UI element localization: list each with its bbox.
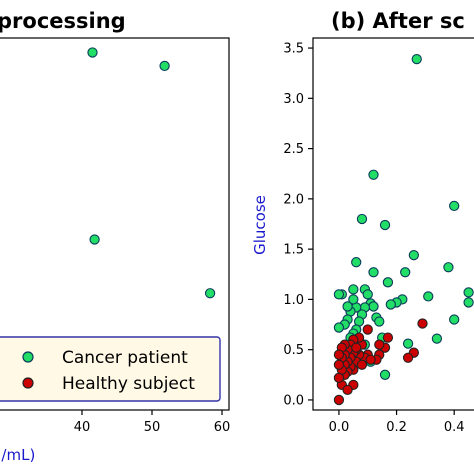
panel-b-data-point: [443, 262, 454, 273]
panel-a-x-axis-label: J/mL): [0, 446, 35, 464]
panel-b-data-point: [431, 333, 443, 344]
panel-b-y-tick-label: 1.0: [283, 293, 304, 308]
panel-b-y-tick-label: 2.0: [283, 192, 304, 207]
panel-a-x-tick-label: 50: [144, 420, 161, 435]
panel-b-y-tick-label: 2.5: [283, 142, 304, 157]
panel-b-y-tick-label: 3.5: [283, 42, 304, 57]
panel-b-data-point: [411, 53, 422, 65]
panel-b-y-tick-label: 3.0: [283, 92, 304, 107]
panel-b-data-point: [385, 299, 396, 310]
panel-a-data-point: [204, 288, 216, 299]
legend-marker-healthy: [22, 377, 34, 389]
panel-a: processing 40 50 60 J/mL) Cancer patient H…: [0, 9, 230, 464]
panel-a-axes-frame: [0, 37, 230, 411]
panel-b-y-tick-label: 0.5: [283, 343, 304, 358]
panel-b-data-point: [402, 352, 414, 363]
panel-a-x-tick-label: 60: [214, 420, 231, 435]
panel-b-data-point: [382, 332, 394, 343]
panel-b-data-point: [449, 200, 460, 212]
panel-b-data-point: [368, 267, 379, 278]
panel-a-data-point: [159, 60, 170, 72]
panel-b-data-point: [400, 267, 411, 278]
panel-b-data-point: [379, 219, 391, 231]
panel-b-data-point: [374, 339, 385, 350]
panel-b-data-point: [463, 287, 474, 298]
legend: Cancer patient Healthy subject: [0, 336, 221, 402]
panel-b-axes-frame: [312, 37, 474, 411]
legend-marker-cancer: [22, 351, 34, 363]
panel-b-data-point: [402, 338, 414, 349]
panel-b-y-ticks: 0.0 0.5 1.0 1.5 2.0 2.5 3.0 3.5: [283, 42, 313, 408]
panel-b-y-tick-label: 0.0: [283, 393, 304, 408]
panel-b-data-point: [356, 213, 368, 225]
panel-b-data-point: [362, 289, 373, 300]
panel-b-data-point: [333, 394, 345, 406]
panel-b-data-point: [356, 359, 368, 370]
panel-b-data-point: [379, 369, 391, 380]
panel-b-data-point: [449, 314, 460, 325]
panel-b-data-point: [408, 250, 419, 261]
panel-a-title: processing: [0, 9, 126, 33]
panel-b-data-point: [348, 284, 359, 295]
panel-b-y-tick-label: 1.5: [283, 243, 304, 258]
panel-b-data-point: [368, 301, 379, 312]
legend-box: [0, 336, 221, 402]
panel-b-data-point: [365, 354, 376, 365]
panel-b: (b) After sc Glucose 0.0 0.5 1.0 1.5 2.0 2.5 3…: [251, 9, 474, 435]
panel-b-data-point: [351, 342, 362, 353]
panel-b-title: (b) After sc: [331, 9, 465, 33]
panel-b-data-point: [333, 322, 345, 333]
panel-b-x-tick-label: 0.4: [444, 420, 465, 435]
panel-b-data-point: [417, 318, 428, 329]
panel-b-data-point: [342, 301, 353, 312]
panel-a-data-point: [87, 47, 98, 58]
panel-b-data-point: [362, 324, 373, 335]
panel-b-data-point: [333, 289, 345, 300]
panel-a-x-tick-label: 40: [74, 420, 91, 435]
panel-b-data-point: [368, 169, 379, 180]
panel-b-data-point: [351, 257, 362, 268]
legend-label-cancer: Cancer patient: [62, 348, 188, 368]
panel-b-x-tick-label: 0.2: [386, 420, 407, 435]
legend-label-healthy: Healthy subject: [62, 374, 195, 394]
panel-a-x-ticks: 40 50 60: [74, 410, 231, 435]
panel-b-data-point: [333, 349, 345, 360]
panel-b-data-point: [463, 297, 474, 308]
panel-a-points: [54, 47, 216, 348]
panel-b-data-point: [374, 316, 385, 327]
panel-a-data-point: [89, 234, 100, 245]
panel-b-points: [333, 53, 474, 406]
panel-b-x-ticks: 0.0 0.2 0.4: [329, 410, 465, 435]
panel-b-data-point: [348, 294, 359, 305]
panel-b-y-axis-label: Glucose: [251, 195, 269, 255]
panel-b-data-point: [333, 359, 345, 370]
panel-b-data-point: [333, 372, 345, 383]
panel-b-x-tick-label: 0.0: [329, 420, 350, 435]
panel-b-data-point: [382, 277, 394, 288]
panel-b-data-point: [423, 291, 434, 302]
panel-b-data-point: [342, 384, 353, 396]
